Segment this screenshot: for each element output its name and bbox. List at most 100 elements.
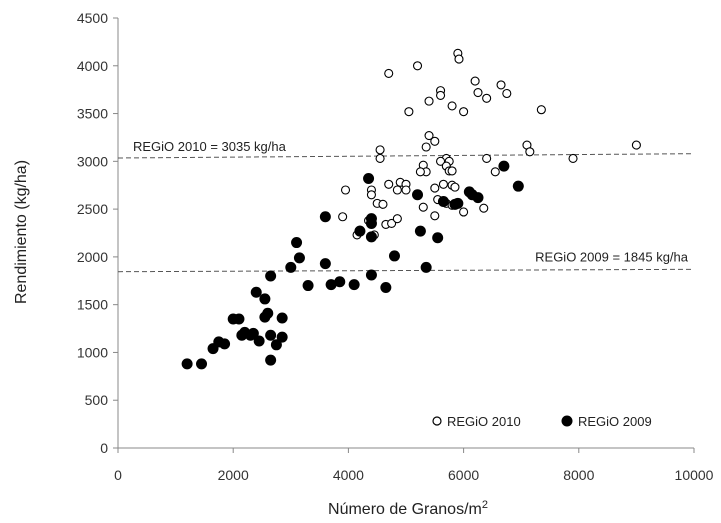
data-point-regio-2009 (276, 312, 288, 324)
data-point-regio-2009 (196, 358, 208, 370)
data-point-regio-2009 (319, 258, 331, 270)
data-point-regio-2010 (447, 166, 457, 176)
data-point-regio-2009 (414, 225, 426, 237)
data-point-regio-2010 (436, 90, 446, 100)
y-tick-label: 2000 (77, 249, 108, 265)
data-point-regio-2009 (302, 280, 314, 292)
data-point-regio-2009 (472, 192, 484, 204)
y-tick-label: 4000 (77, 58, 108, 74)
data-point-regio-2009 (363, 173, 375, 185)
y-tick-label: 1500 (77, 297, 108, 313)
data-point-regio-2009 (365, 231, 377, 243)
data-point-regio-2010 (454, 54, 464, 64)
data-point-regio-2010 (459, 107, 469, 117)
reference-lines: REGiO 2010 = 3035 kg/ha REGiO 2009 = 1845… (117, 139, 695, 273)
data-point-regio-2010 (387, 218, 397, 228)
y-tick-label: 3000 (77, 153, 108, 169)
data-point-regio-2010 (384, 179, 394, 189)
data-point-regio-2009 (437, 195, 449, 207)
legend-marker-regio-2009 (561, 415, 573, 427)
data-point-regio-2010 (450, 182, 460, 192)
data-point-regio-2009 (365, 269, 377, 281)
data-point-regio-2009 (259, 293, 271, 305)
legend: REGiO 2010 REGiO 2009 (432, 414, 652, 429)
data-point-regio-2009 (276, 331, 288, 343)
x-tick-label: 8000 (563, 467, 594, 483)
data-point-regio-2009 (388, 250, 400, 262)
x-tick-label: 2000 (218, 467, 249, 483)
data-point-regio-2010 (378, 199, 388, 209)
legend-label-regio-2010: REGiO 2010 (447, 414, 521, 429)
data-point-regio-2010 (392, 185, 402, 195)
data-point-regio-2009 (334, 276, 346, 288)
legend-marker-regio-2010 (432, 416, 442, 426)
data-point-regio-2010 (338, 212, 348, 222)
data-point-regio-2010 (430, 183, 440, 193)
reference-line-regio-2009 (117, 268, 695, 273)
data-point-regio-2010 (375, 145, 385, 155)
data-point-regio-2010 (496, 80, 506, 90)
data-point-regio-2009 (270, 339, 282, 351)
data-point-regio-2010 (490, 167, 500, 177)
x-axis-ticks: 0 2000 4000 6000 8000 10000 (114, 448, 714, 483)
data-point-regio-2009 (291, 237, 303, 249)
y-tick-label: 2500 (77, 201, 108, 217)
data-point-regio-2010 (436, 156, 446, 166)
data-point-regio-2009 (348, 279, 360, 291)
data-point-regio-2009 (452, 197, 464, 209)
y-tick-label: 0 (100, 440, 108, 456)
y-tick-label: 500 (85, 392, 109, 408)
data-point-regio-2009 (412, 189, 424, 201)
series-regio-2010 (338, 48, 641, 240)
data-point-regio-2010 (430, 211, 440, 221)
y-axis-ticks: 0 500 1000 1500 2000 2500 3000 3500 4000 4500 (77, 10, 118, 456)
reference-label-regio-2009: REGiO 2009 = 1845 kg/ha (535, 249, 689, 264)
data-point-regio-2010 (438, 179, 448, 189)
data-point-regio-2010 (384, 68, 394, 78)
data-point-regio-2010 (424, 96, 434, 106)
data-point-regio-2009 (432, 232, 444, 244)
data-point-regio-2010 (404, 107, 414, 117)
data-point-regio-2009 (265, 270, 277, 282)
data-point-regio-2009 (325, 279, 337, 291)
data-point-regio-2010 (401, 185, 411, 195)
data-point-regio-2010 (536, 105, 546, 115)
data-point-regio-2010 (482, 153, 492, 164)
data-point-regio-2010 (473, 87, 483, 98)
data-point-regio-2010 (415, 167, 425, 177)
y-tick-label: 3500 (77, 106, 108, 122)
data-point-regio-2010 (479, 203, 489, 213)
data-point-regio-2009 (285, 261, 297, 273)
data-point-regio-2010 (375, 153, 385, 164)
data-point-regio-2010 (412, 61, 423, 71)
data-point-regio-2010 (421, 142, 431, 152)
data-point-regio-2009 (380, 281, 392, 293)
data-point-regio-2009 (181, 358, 193, 370)
data-point-regio-2009 (265, 354, 277, 366)
data-point-regio-2010 (392, 214, 402, 224)
data-point-regio-2010 (459, 207, 469, 217)
data-point-regio-2009 (259, 311, 271, 323)
data-point-regio-2009 (498, 160, 510, 172)
data-point-regio-2009 (319, 211, 331, 223)
x-axis-label-superscript: 2 (482, 499, 488, 511)
data-point-regio-2009 (219, 338, 231, 350)
data-point-regio-2009 (233, 313, 245, 325)
data-point-regio-2010 (631, 140, 641, 150)
data-point-regio-2009 (265, 329, 277, 341)
plot-frame (117, 18, 694, 449)
data-point-regio-2010 (525, 147, 535, 157)
data-point-regio-2010 (502, 88, 512, 99)
data-point-regio-2009 (365, 217, 377, 229)
data-point-regio-2010 (424, 130, 434, 141)
data-point-regio-2010 (430, 136, 440, 146)
x-tick-label: 6000 (448, 467, 479, 483)
y-axis-label: Rendimiento (kg/ha) (13, 160, 30, 304)
x-axis-label: Número de Granos/m2 (328, 499, 488, 518)
data-point-regio-2009 (354, 225, 366, 237)
y-tick-label: 1000 (77, 344, 108, 360)
reference-line-regio-2010 (117, 153, 695, 159)
data-point-regio-2009 (420, 261, 432, 273)
data-point-regio-2010 (470, 76, 480, 86)
x-tick-label: 4000 (333, 467, 364, 483)
